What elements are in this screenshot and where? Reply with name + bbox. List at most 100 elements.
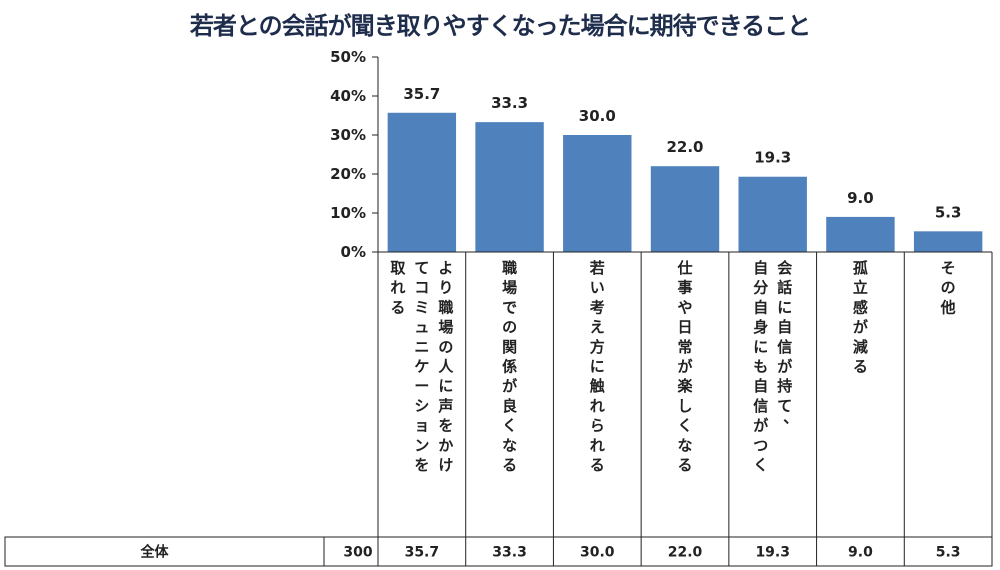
category-label-char: 係: [502, 358, 517, 376]
bar: [826, 216, 895, 252]
category-label-char: 自: [777, 318, 792, 336]
category-label-char: る: [390, 298, 405, 316]
table-sample-size: 300: [343, 545, 372, 561]
bar: [650, 166, 720, 252]
category-label-char: え: [590, 318, 605, 336]
data-label: 33.3: [491, 94, 528, 112]
category-label-char: 場: [438, 318, 453, 336]
category-label-char: 分: [753, 279, 768, 297]
category-label-char: 自: [753, 298, 768, 316]
y-tick-label: 50%: [330, 48, 366, 66]
category-label-char: 良: [502, 397, 517, 415]
data-label: 19.3: [754, 149, 791, 167]
table-value: 19.3: [755, 545, 790, 561]
category-label-char: る: [590, 456, 605, 474]
category-label-char: な: [677, 436, 692, 454]
category-label-char: 考: [590, 298, 605, 316]
category-label-char: に: [438, 377, 453, 395]
category-label-char: ケ: [414, 358, 429, 376]
category-label-char: 日: [677, 318, 692, 336]
category-label-char: 持: [777, 377, 792, 395]
category-label-char: れ: [590, 436, 605, 454]
category-label-char: が: [853, 318, 869, 336]
data-label: 5.3: [935, 203, 962, 221]
category-label-char: 事: [677, 279, 692, 297]
y-tick-label: 40%: [330, 87, 366, 105]
table-value: 22.0: [668, 545, 703, 561]
summary-table-border: [4, 536, 993, 567]
category-label-char: り: [438, 279, 453, 297]
category-label-char: の: [438, 338, 453, 356]
table-value: 33.3: [492, 545, 527, 561]
table-value: 9.0: [848, 545, 873, 561]
category-label-char: ン: [414, 436, 429, 454]
category-label-char: か: [438, 436, 453, 454]
category-label-char: 自: [753, 259, 768, 277]
category-label-char: に: [753, 338, 768, 356]
category-label-char: が: [777, 358, 793, 376]
table-row-label: 全体: [140, 544, 170, 561]
category-label-char: 自: [753, 377, 768, 395]
data-label: 30.0: [579, 107, 616, 125]
category-label-char: な: [502, 436, 517, 454]
category-label-char: 孤: [853, 259, 868, 277]
bar: [913, 231, 983, 252]
category-label-char: 、: [783, 409, 798, 427]
category-label-char: が: [502, 377, 518, 395]
category-label-char: く: [753, 456, 768, 474]
chart-title: 若者との会話が聞き取りやすくなった場合に期待できること: [189, 12, 811, 40]
category-label-char: て: [777, 397, 792, 415]
category-label-char: れ: [390, 279, 405, 297]
category-label-char: る: [502, 456, 517, 474]
category-label-char: 減: [853, 338, 868, 356]
table-value: 35.7: [405, 545, 440, 561]
category-label-char: 他: [940, 298, 956, 316]
data-label: 9.0: [847, 189, 874, 207]
category-label-char: 常: [677, 338, 692, 356]
category-label-char: く: [502, 417, 517, 435]
y-tick-label: 10%: [330, 204, 366, 222]
category-label-char: く: [677, 417, 692, 435]
category-label-char: 関: [502, 338, 517, 356]
category-label-char: に: [777, 298, 792, 316]
category-label-char: 若: [589, 259, 605, 277]
category-label-char: や: [677, 298, 692, 316]
category-label-char: 場: [502, 279, 517, 297]
category-label-char: 会: [777, 259, 792, 277]
data-label: 35.7: [403, 85, 440, 103]
category-label-char: 取: [390, 259, 406, 277]
category-label-char: 人: [438, 358, 454, 376]
category-label-char: ら: [590, 417, 605, 435]
bar: [563, 135, 632, 252]
category-label-char: れ: [590, 397, 605, 415]
category-label-char: い: [590, 279, 605, 297]
bar: [738, 176, 807, 252]
category-label-char: の: [941, 279, 956, 297]
category-label-char: に: [590, 358, 605, 376]
y-tick-label: 0%: [341, 243, 366, 261]
y-tick-label: 30%: [330, 126, 366, 144]
table-value: 5.3: [936, 545, 961, 561]
category-label-char: て: [414, 259, 429, 277]
category-label-char: る: [853, 358, 868, 376]
category-label-char: を: [438, 417, 453, 435]
category-label-char: 仕: [676, 259, 692, 277]
category-label-char: し: [677, 397, 692, 415]
bar: [387, 112, 457, 253]
category-label-char: ュ: [414, 318, 429, 336]
category-label-char: が: [753, 417, 769, 435]
category-label-char: る: [677, 456, 692, 474]
category-label-char: 職: [502, 259, 517, 277]
category-label-char: 楽: [677, 377, 693, 395]
category-label-char: シ: [414, 397, 429, 415]
category-label-char: 声: [437, 397, 453, 415]
data-label: 22.0: [666, 138, 703, 156]
category-label-char: け: [438, 456, 453, 474]
category-label-char: 身: [753, 318, 768, 336]
category-label-char: そ: [941, 259, 956, 277]
category-label-char: を: [414, 456, 429, 474]
category-label-char: つ: [753, 436, 768, 454]
category-label-char: ョ: [414, 417, 429, 435]
category-label-char: で: [502, 298, 517, 316]
